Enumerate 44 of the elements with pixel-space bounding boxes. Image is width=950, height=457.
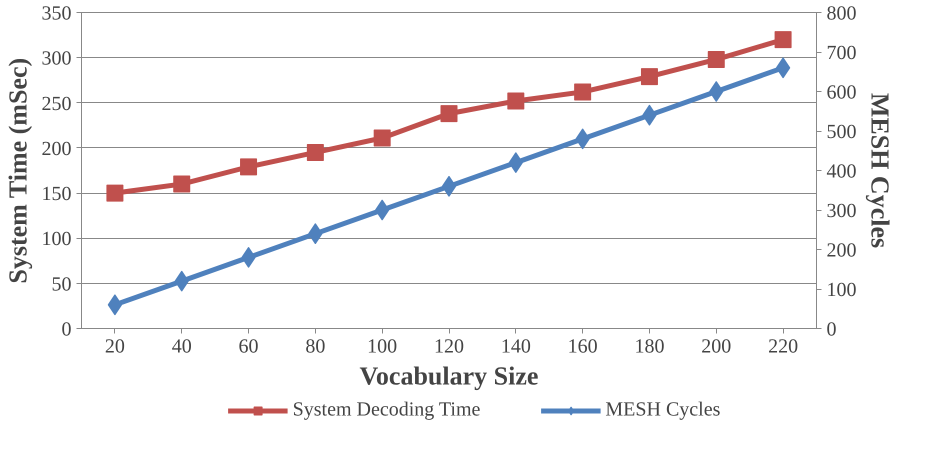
y-tick-label: 200 bbox=[42, 138, 72, 160]
point bbox=[374, 129, 391, 146]
point bbox=[106, 184, 124, 202]
x-axis-title: Vocabulary Size bbox=[360, 362, 538, 390]
point bbox=[240, 158, 258, 176]
y-axis-title: System Time (mSec) bbox=[4, 58, 32, 284]
point bbox=[640, 68, 658, 86]
x-tick-label: 140 bbox=[500, 336, 531, 358]
y2-tick-label: 400 bbox=[826, 160, 856, 182]
x-tick-label: 100 bbox=[367, 336, 398, 358]
y2-tick-label: 0 bbox=[826, 318, 836, 340]
legend-label: MESH Cycles bbox=[605, 398, 720, 422]
point bbox=[507, 92, 524, 110]
point bbox=[440, 105, 458, 122]
y2-tick-label: 600 bbox=[826, 82, 856, 104]
y2-tick-label: 100 bbox=[826, 279, 856, 301]
x-tick-label: 220 bbox=[768, 336, 798, 358]
point bbox=[574, 83, 592, 100]
point bbox=[774, 31, 792, 48]
point bbox=[306, 144, 324, 161]
y-tick-label: 250 bbox=[42, 92, 72, 115]
x-tick-label: 40 bbox=[172, 336, 192, 358]
y-tick-label: 100 bbox=[42, 228, 72, 250]
y-tick-label: 300 bbox=[42, 48, 72, 70]
y-tick-label: 150 bbox=[42, 183, 72, 206]
point bbox=[173, 176, 190, 193]
x-tick-label: 80 bbox=[305, 336, 326, 358]
y2-tick-label: 700 bbox=[826, 42, 856, 64]
point bbox=[708, 50, 725, 68]
y2-tick-label: 200 bbox=[826, 240, 856, 262]
x-tick-label: 180 bbox=[634, 336, 664, 358]
x-tick-label: 20 bbox=[104, 336, 125, 358]
x-tick-label: 60 bbox=[238, 336, 259, 358]
y2-axis-title: MESH Cycles bbox=[866, 92, 894, 248]
y-tick-label: 50 bbox=[52, 273, 72, 296]
legend-label: System Decoding Time bbox=[292, 398, 480, 422]
y-tick-label: 0 bbox=[62, 318, 72, 340]
y2-tick-label: 800 bbox=[826, 2, 856, 24]
y-tick-label: 350 bbox=[42, 2, 72, 24]
y2-tick-label: 500 bbox=[826, 121, 856, 143]
y2-tick-label: 300 bbox=[826, 200, 856, 222]
x-tick-label: 120 bbox=[434, 336, 464, 358]
x-tick-label: 160 bbox=[568, 336, 598, 358]
x-tick-label: 200 bbox=[701, 336, 732, 358]
